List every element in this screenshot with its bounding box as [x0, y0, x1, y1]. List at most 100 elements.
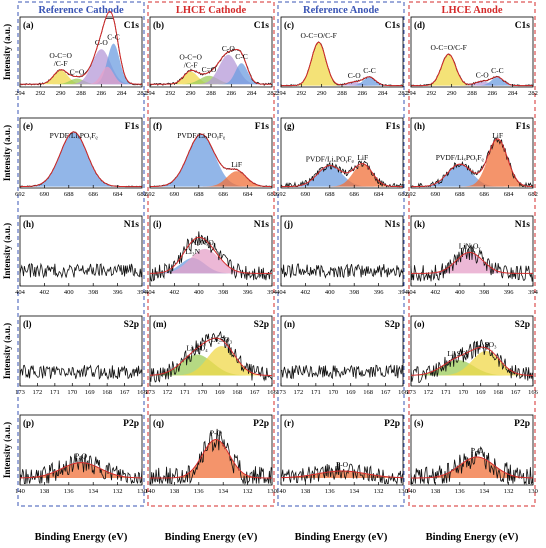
x-tick-label: 684 — [113, 191, 124, 198]
panel-e: 692 690 688 686 684 682 (e) F1s PVDF/LiₓPOᵧFᵨ — [15, 117, 147, 198]
panel-letter: (m) — [153, 319, 167, 329]
fit-envelope — [410, 346, 534, 376]
panel-letter: (h) — [414, 121, 425, 131]
peak-fill-0 — [411, 164, 533, 187]
x-tick-label: 140 — [406, 488, 416, 495]
panel-letter: (a) — [23, 20, 34, 30]
element-label: C1s — [515, 21, 531, 31]
peak-label-0: PVDF/LiₓPOᵧFᵨ — [306, 155, 355, 165]
x-tick-label: 682 — [137, 191, 147, 198]
x-tick-label: 136 — [455, 488, 466, 495]
panel-letter: (f) — [153, 121, 162, 131]
x-tick-label: 688 — [194, 191, 204, 198]
x-tick-label: 404 — [406, 289, 417, 296]
x-tick-label: 167 — [511, 389, 522, 396]
x-tick-label: 684 — [504, 191, 515, 198]
panel-n: 173 172 171 170 169 168 167 166 (n) S2p — [276, 315, 409, 396]
x-tick-label: 690 — [301, 191, 311, 198]
peak-label-2: C-O — [222, 44, 236, 53]
x-tick-label: 290 — [186, 90, 196, 97]
x-tick-label: 398 — [349, 289, 359, 296]
element-label: F1s — [516, 122, 531, 132]
x-tick-label: 288 — [206, 90, 216, 97]
peak-label-0: Li₃N — [185, 247, 200, 256]
x-tick-label: 294 — [406, 90, 417, 97]
panel-d: 294 292 290 288 286 284 282 (d) C1s O-C=O/C-F C-O C… — [406, 16, 538, 97]
column-header-1: LHCE Cathode — [176, 5, 247, 16]
x-tick-label: 394 — [137, 289, 148, 296]
x-tick-label: 166 — [398, 389, 409, 396]
panel-letter: (d) — [414, 20, 425, 30]
peak-fill-0 — [150, 439, 272, 478]
x-tick-label: 692 — [145, 191, 155, 198]
raw-spectrum — [149, 231, 273, 282]
panel-letter: (b) — [153, 20, 164, 30]
x-tick-label: 396 — [113, 289, 124, 296]
x-axis-label-0: Binding Energy (eV) — [35, 532, 128, 543]
x-tick-label: 400 — [194, 289, 204, 296]
peak-label-0: Li₂SO₄ — [447, 349, 469, 358]
x-tick-label: 292 — [426, 90, 436, 97]
element-label: S2p — [124, 320, 139, 330]
x-tick-label: 394 — [528, 289, 539, 296]
x-tick-label: 167 — [120, 389, 131, 396]
fit-envelope — [149, 337, 273, 376]
x-tick-label: 400 — [455, 289, 465, 296]
x-tick-label: 400 — [64, 289, 74, 296]
element-label: F1s — [125, 122, 140, 132]
peak-label-1: LiF — [492, 131, 503, 140]
peak-fill-0 — [411, 54, 533, 86]
x-tick-label: 292 — [165, 90, 175, 97]
x-tick-label: 288 — [467, 90, 477, 97]
peak-label-0: P-O — [336, 460, 349, 469]
panel-letter: (c) — [284, 20, 294, 30]
peak-label-0: O-C=O — [49, 51, 72, 60]
peak-label-0: PVDF/LiₓPOᵧFᵨ — [177, 131, 226, 141]
x-tick-label: 282 — [528, 90, 538, 97]
x-tick-label: 690 — [170, 191, 180, 198]
panel-j: 404 402 400 398 396 394 (j) N1s — [276, 215, 409, 296]
x-tick-label: 402 — [431, 289, 441, 296]
x-tick-label: 284 — [378, 90, 389, 97]
x-tick-label: 167 — [250, 389, 261, 396]
panel-letter: (g) — [284, 121, 295, 131]
x-tick-label: 166 — [267, 389, 278, 396]
x-tick-label: 286 — [357, 90, 368, 97]
element-label: P2p — [123, 419, 139, 429]
x-tick-label: 396 — [243, 289, 254, 296]
x-tick-label: 168 — [102, 389, 112, 396]
element-label: N1s — [254, 220, 270, 230]
x-tick-label: 130 — [137, 488, 147, 495]
x-tick-label: 134 — [479, 488, 490, 495]
x-tick-label: 404 — [145, 289, 156, 296]
x-tick-label: 688 — [455, 191, 465, 198]
fit-envelope — [150, 439, 272, 479]
x-tick-label: 140 — [15, 488, 25, 495]
peak-label-0: Li₂SO₄ — [186, 344, 208, 353]
x-tick-label: 138 — [170, 488, 180, 495]
panel-f: 692 690 688 686 684 682 (f) F1s PVDF/LiₓPOᵧFᵨ LiF — [145, 117, 277, 198]
x-tick-label: 404 — [276, 289, 287, 296]
x-tick-label: 290 — [447, 90, 457, 97]
peak-label-0: /C-F — [184, 61, 198, 70]
x-tick-label: 132 — [243, 488, 253, 495]
raw-spectrum — [280, 263, 404, 279]
x-tick-label: 286 — [96, 90, 107, 97]
panel-k: 404 402 400 398 396 394 (k) N1s LiNₓOᵧ — [406, 215, 539, 296]
peak-fill-4 — [20, 66, 142, 85]
peak-fill-1 — [411, 139, 533, 187]
column-frame-2 — [277, 1, 405, 507]
peak-label-1: C-O — [476, 70, 490, 79]
x-tick-label: 170 — [328, 389, 338, 396]
x-tick-label: 398 — [479, 289, 489, 296]
x-tick-label: 282 — [398, 90, 408, 97]
x-tick-label: 173 — [15, 389, 25, 396]
peak-label-0: P-O — [75, 452, 88, 461]
panel-letter: (l) — [23, 319, 32, 329]
panel-letter: (n) — [284, 319, 295, 329]
raw-spectrum — [410, 446, 534, 486]
peak-label-0: O-C=O/C-F — [430, 43, 466, 52]
peak-fill-0 — [150, 71, 272, 85]
element-label: S2p — [385, 320, 400, 330]
x-tick-label: 170 — [197, 389, 207, 396]
